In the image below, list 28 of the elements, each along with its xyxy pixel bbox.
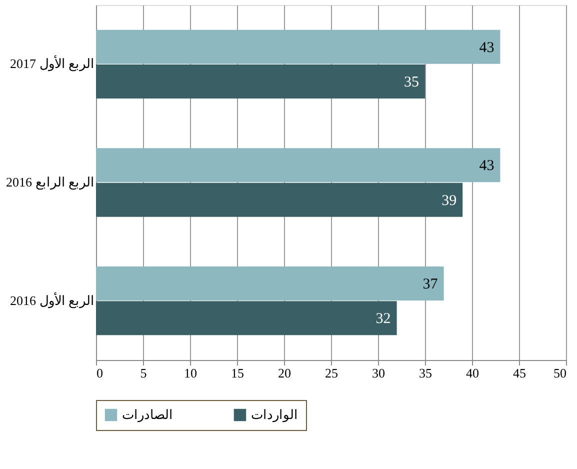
legend-label: الصادرات (122, 407, 173, 423)
x-tick-label: 20 (278, 366, 291, 380)
bar (96, 148, 500, 182)
x-tick-label: 0 (96, 366, 103, 380)
legend-label: الواردات (251, 407, 298, 423)
data-label: 39 (442, 192, 457, 209)
bar (96, 30, 500, 64)
data-label: 35 (404, 74, 419, 90)
x-tick-label: 30 (372, 366, 385, 380)
y-tick-label: الربع الأول 2017 (10, 55, 94, 72)
data-label: 43 (479, 158, 494, 174)
x-tick-label: 40 (466, 366, 479, 380)
x-tick-label: 15 (231, 366, 244, 380)
x-tick-label: 50 (554, 366, 566, 380)
x-tick-label: 10 (184, 366, 197, 380)
y-tick-label: الربع الرابع 2016 (6, 174, 94, 190)
bar (96, 182, 463, 217)
data-label: 37 (422, 276, 438, 292)
x-tick-label: 25 (325, 366, 338, 380)
x-tick-label: 5 (140, 366, 147, 380)
data-label: 43 (479, 40, 494, 56)
y-tick-label: الربع الأول 2016 (10, 292, 94, 309)
bar (96, 64, 425, 98)
bar (96, 266, 444, 300)
x-tick-label: 35 (419, 366, 432, 380)
data-label: 32 (376, 311, 391, 328)
x-tick-label: 45 (513, 366, 526, 380)
bar (96, 301, 397, 336)
